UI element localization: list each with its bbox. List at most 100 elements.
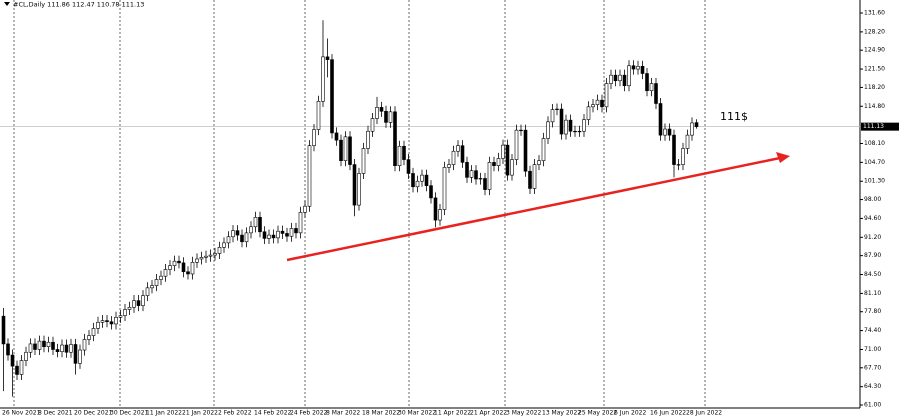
candle-body — [91, 328, 96, 336]
candle-body — [294, 228, 298, 234]
candle-body — [366, 130, 370, 149]
candle-body — [105, 320, 109, 323]
arrow-head — [776, 152, 790, 163]
candle-body — [352, 164, 357, 206]
candle-body — [573, 130, 577, 133]
candle-body — [438, 209, 442, 221]
x-tick-label: 26 Nov 2021 — [2, 410, 41, 417]
candle-body — [555, 108, 559, 110]
candle-body — [384, 110, 388, 123]
candle-body — [168, 265, 172, 270]
candle-body — [487, 162, 492, 190]
candle-body — [568, 119, 573, 132]
candle-body — [6, 343, 10, 356]
candle-body — [667, 128, 672, 136]
candle-body — [123, 309, 127, 316]
candle-body — [127, 306, 132, 310]
x-tick-label: 8 Dec 2021 — [38, 410, 73, 417]
y-tick-label: 121.50 — [864, 66, 885, 73]
candle-body — [316, 100, 321, 130]
candle-body — [276, 230, 280, 239]
y-tick-label: 67.70 — [864, 364, 881, 371]
candle-body — [645, 73, 649, 92]
candle-body — [577, 130, 582, 133]
last-price-box — [861, 122, 899, 131]
candle-body — [537, 160, 541, 165]
candle-body — [442, 167, 447, 210]
candle-body — [586, 106, 591, 120]
candle-body — [253, 217, 258, 228]
candle-body — [690, 122, 694, 136]
candle-body — [15, 365, 19, 375]
candle-body — [348, 136, 352, 165]
candle-body — [195, 258, 199, 263]
y-tick-label: 101.30 — [864, 178, 885, 185]
candle-body — [649, 83, 654, 92]
candle-body — [217, 247, 222, 254]
candle-body — [456, 145, 460, 152]
x-tick-label: 11 Jan 2022 — [146, 410, 182, 417]
candle-body — [397, 145, 402, 166]
candle-body — [681, 148, 685, 165]
x-tick-label: 2 Feb 2022 — [218, 410, 252, 417]
candle-body — [55, 349, 60, 352]
candle-body — [636, 65, 640, 70]
y-tick-label: 98.00 — [864, 196, 881, 203]
candle-body — [303, 205, 307, 213]
candle-body — [528, 170, 532, 189]
candle-body — [42, 340, 46, 348]
candle-body — [393, 111, 397, 166]
x-tick-label: 18 Mar 2022 — [362, 410, 400, 417]
candle-body — [100, 320, 105, 323]
candle-body — [73, 344, 78, 364]
x-tick-label: 28 Jun 2022 — [686, 410, 722, 417]
candle-body — [64, 344, 69, 353]
candle-body — [222, 242, 226, 248]
menu-arrow[interactable] — [4, 2, 10, 6]
candle-body — [496, 158, 501, 166]
candle-body — [631, 65, 636, 70]
candle-body — [460, 145, 465, 163]
candle-body — [654, 83, 658, 104]
candle-body — [213, 253, 217, 256]
candle-body — [280, 230, 285, 234]
candle-body — [46, 341, 51, 348]
candle-body — [150, 285, 154, 289]
y-tick-label: 91.20 — [864, 234, 881, 241]
candle-body — [361, 148, 366, 174]
candle-body — [145, 287, 150, 296]
candles — [1, 20, 699, 397]
y-tick-label: 77.80 — [864, 308, 881, 315]
x-tick-label: 3 May 2022 — [506, 410, 541, 417]
candle-body — [591, 104, 595, 108]
x-tick-label: 30 Dec 2021 — [110, 410, 149, 417]
candle-body — [595, 99, 600, 105]
candle-body — [181, 262, 186, 273]
candle-body — [604, 83, 609, 108]
y-tick-label: 104.70 — [864, 159, 885, 166]
candle-body — [433, 197, 438, 221]
candle-body — [141, 295, 145, 306]
candle-body — [640, 65, 645, 74]
period-separators — [13, 0, 706, 408]
candle-body — [69, 344, 73, 353]
x-tick-label: 6 Jun 2022 — [614, 410, 646, 417]
candle-body — [375, 107, 379, 119]
y-tick-label: 114.80 — [864, 103, 885, 110]
candle-body — [37, 340, 42, 350]
candle-body — [343, 136, 348, 161]
y-tick-label: 81.10 — [864, 290, 881, 297]
candle-body — [627, 65, 631, 87]
candle-body — [10, 354, 15, 367]
trend-line — [286, 156, 781, 262]
candle-body — [33, 343, 37, 350]
candle-body — [136, 300, 141, 306]
candle-body — [402, 145, 406, 160]
y-tick-label: 118.20 — [864, 84, 885, 91]
candle-body — [564, 119, 568, 135]
candle-body — [226, 236, 231, 244]
candle-body — [208, 254, 213, 257]
candle-body — [186, 271, 190, 275]
candle-body — [370, 118, 375, 132]
